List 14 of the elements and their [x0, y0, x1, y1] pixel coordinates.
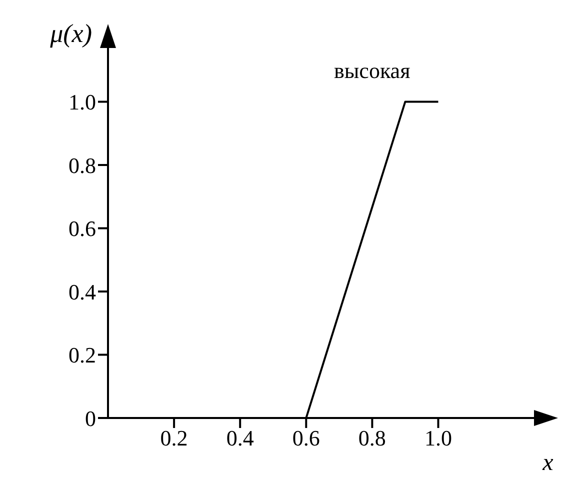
x-tick-label: 1.0	[424, 426, 452, 451]
annotation: высокая	[334, 58, 410, 83]
y-tick-label: 0.4	[68, 279, 96, 304]
x-tick-label: 0.2	[160, 426, 188, 451]
y-tick-label: 0	[85, 406, 96, 431]
y-tick-label: 0.6	[68, 216, 96, 242]
x-tick-label: 0.4	[226, 426, 254, 451]
y-axis-title: μ(x)	[49, 19, 92, 48]
y-tick-label: 0.8	[68, 152, 96, 178]
x-tick-label: 0.8	[358, 426, 386, 451]
x-axis-title: x	[542, 450, 554, 476]
y-tick-label: 0.2	[68, 342, 96, 368]
y-tick-label: 1.0	[68, 90, 96, 115]
x-tick-label: 0.6	[292, 426, 320, 451]
